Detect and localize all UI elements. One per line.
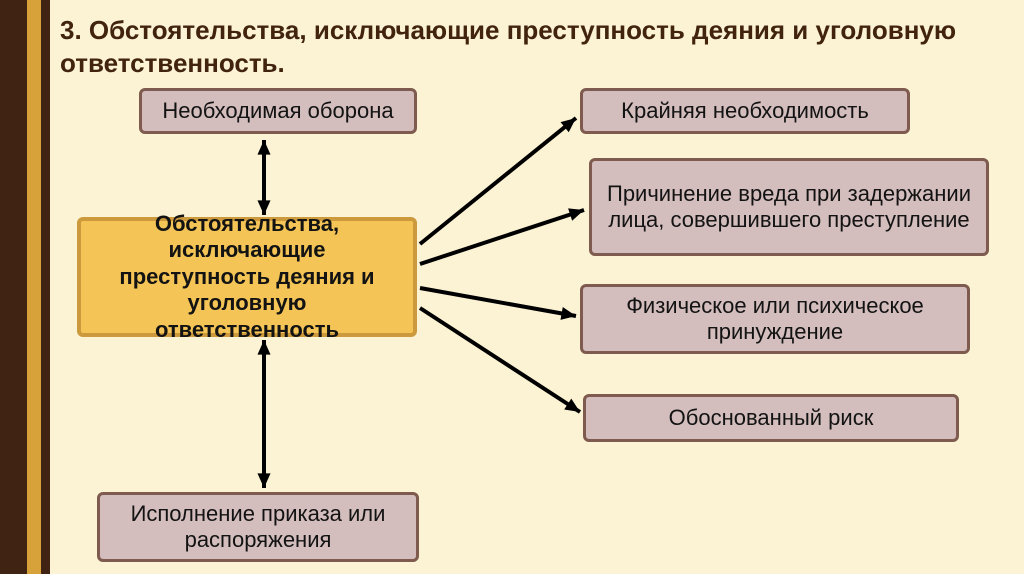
node-right-4-label: Обоснованный риск [669, 405, 874, 431]
node-bottom-label: Исполнение приказа или распоряжения [112, 501, 404, 554]
slide-title: 3. Обстоятельства, исключающие преступно… [60, 14, 1000, 79]
decorative-sidebar [0, 0, 50, 574]
node-right-1: Крайняя необходимость [580, 88, 910, 134]
node-right-3-label: Физическое или психическое принуждение [595, 293, 955, 346]
node-right-4: Обоснованный риск [583, 394, 959, 442]
node-right-1-label: Крайняя необходимость [621, 98, 869, 124]
node-right-3: Физическое или психическое принуждение [580, 284, 970, 354]
node-right-2-label: Причинение вреда при задержании лица, со… [604, 181, 974, 234]
node-center-label: Обстоятельства, исключающие преступность… [93, 211, 401, 343]
node-top-label: Необходимая оборона [162, 98, 393, 124]
decorative-sidebar-stripe [27, 0, 41, 574]
node-right-2: Причинение вреда при задержании лица, со… [589, 158, 989, 256]
node-top: Необходимая оборона [139, 88, 417, 134]
node-center: Обстоятельства, исключающие преступность… [77, 217, 417, 337]
node-bottom: Исполнение приказа или распоряжения [97, 492, 419, 562]
